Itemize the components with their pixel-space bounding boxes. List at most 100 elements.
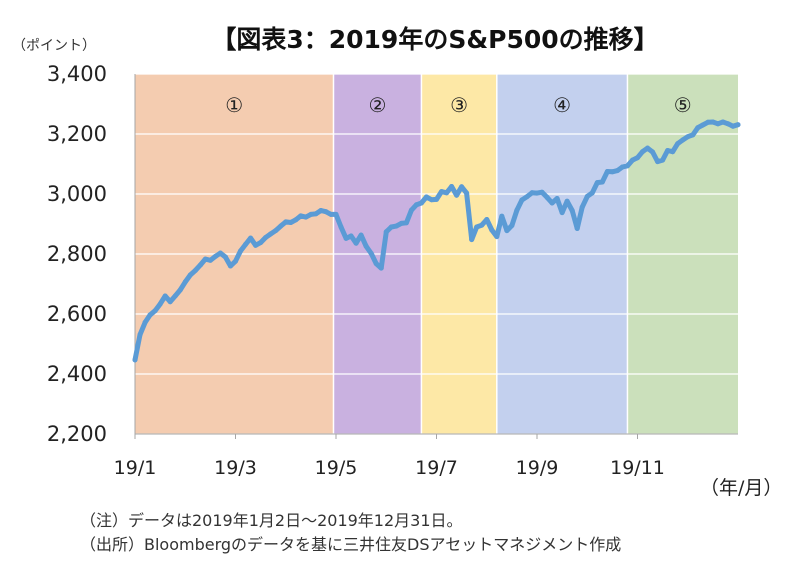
data-point bbox=[554, 196, 560, 201]
data-point bbox=[469, 237, 475, 243]
data-point bbox=[408, 207, 414, 213]
data-point bbox=[368, 250, 374, 256]
data-point bbox=[680, 137, 686, 143]
data-point bbox=[298, 213, 304, 219]
data-point bbox=[454, 192, 460, 198]
x-tick-label: 19/7 bbox=[415, 457, 458, 479]
data-point bbox=[624, 163, 630, 169]
data-point bbox=[650, 149, 656, 155]
data-point bbox=[670, 149, 676, 155]
data-point bbox=[449, 184, 455, 189]
series-line-group bbox=[132, 119, 741, 363]
data-point bbox=[700, 122, 706, 128]
y-tick-label: 2,600 bbox=[47, 302, 107, 326]
x-tick-label: 19/1 bbox=[114, 457, 157, 479]
y-tick-label: 2,800 bbox=[47, 242, 107, 266]
data-point bbox=[303, 214, 309, 220]
data-point bbox=[519, 197, 525, 203]
data-point bbox=[177, 287, 183, 293]
x-tick-label: 19/3 bbox=[214, 457, 257, 479]
data-point bbox=[142, 319, 148, 325]
data-point bbox=[268, 231, 274, 237]
data-point bbox=[479, 222, 485, 228]
data-point bbox=[675, 141, 681, 147]
y-tick-label: 3,200 bbox=[47, 122, 107, 146]
period-label-5: ⑤ bbox=[674, 93, 692, 117]
data-point bbox=[273, 228, 279, 234]
data-point bbox=[313, 211, 319, 217]
data-point bbox=[293, 217, 299, 223]
data-point bbox=[388, 224, 394, 230]
data-point bbox=[725, 121, 731, 127]
data-point bbox=[645, 145, 651, 151]
data-point bbox=[202, 256, 208, 262]
data-point bbox=[227, 263, 233, 269]
data-point bbox=[233, 258, 238, 264]
data-point bbox=[685, 134, 691, 140]
data-point bbox=[489, 227, 495, 233]
data-point bbox=[494, 234, 500, 240]
y-tick-label: 3,400 bbox=[47, 62, 107, 86]
data-point bbox=[137, 332, 143, 338]
period-label-2: ② bbox=[368, 93, 386, 117]
data-point bbox=[187, 272, 193, 278]
data-point bbox=[217, 250, 223, 256]
data-point bbox=[549, 200, 555, 206]
data-point bbox=[192, 268, 198, 273]
x-tick-label: 19/5 bbox=[315, 457, 358, 479]
data-point bbox=[514, 207, 520, 213]
data-point bbox=[609, 169, 615, 175]
data-point bbox=[393, 223, 399, 229]
data-point bbox=[323, 209, 329, 215]
data-point bbox=[499, 213, 505, 219]
data-point bbox=[534, 190, 540, 196]
data-point bbox=[710, 119, 716, 125]
data-point bbox=[383, 229, 389, 235]
data-point bbox=[207, 257, 213, 263]
data-point bbox=[484, 217, 490, 222]
data-point bbox=[629, 157, 635, 163]
data-point bbox=[423, 194, 429, 200]
data-point bbox=[635, 155, 640, 161]
data-point bbox=[614, 168, 620, 174]
data-point bbox=[730, 123, 736, 129]
data-point bbox=[579, 204, 585, 210]
data-point bbox=[574, 226, 580, 231]
data-point bbox=[353, 240, 359, 246]
y-tick-labels: 2,200 2,400 2,600 2,800 3,000 3,200 3,400 bbox=[47, 62, 107, 446]
data-point bbox=[358, 232, 364, 238]
data-point bbox=[328, 211, 334, 217]
data-point bbox=[559, 210, 565, 216]
data-point bbox=[212, 253, 218, 259]
data-point bbox=[418, 200, 424, 206]
data-point bbox=[182, 279, 188, 285]
data-point bbox=[318, 208, 324, 213]
period-label-1: ① bbox=[225, 93, 243, 117]
data-point bbox=[172, 293, 178, 299]
data-point bbox=[619, 164, 625, 170]
data-point bbox=[569, 208, 575, 213]
data-point bbox=[197, 262, 203, 268]
data-point bbox=[162, 293, 168, 299]
data-point bbox=[735, 122, 741, 128]
data-point bbox=[222, 254, 228, 260]
data-point bbox=[363, 243, 369, 249]
data-point bbox=[263, 235, 269, 240]
data-point bbox=[378, 265, 384, 271]
x-tick-label: 19/11 bbox=[610, 457, 665, 479]
data-point bbox=[338, 224, 344, 230]
data-point bbox=[258, 240, 264, 246]
data-point bbox=[343, 235, 349, 241]
data-point bbox=[474, 224, 480, 230]
data-point bbox=[655, 159, 661, 165]
data-point bbox=[278, 223, 284, 229]
data-point bbox=[690, 132, 696, 138]
data-point bbox=[434, 196, 439, 202]
data-point bbox=[544, 194, 550, 200]
data-point bbox=[413, 202, 419, 208]
data-point bbox=[524, 194, 530, 200]
data-point bbox=[238, 248, 244, 254]
data-point bbox=[333, 211, 339, 217]
data-point bbox=[504, 228, 510, 234]
data-point bbox=[720, 119, 726, 125]
